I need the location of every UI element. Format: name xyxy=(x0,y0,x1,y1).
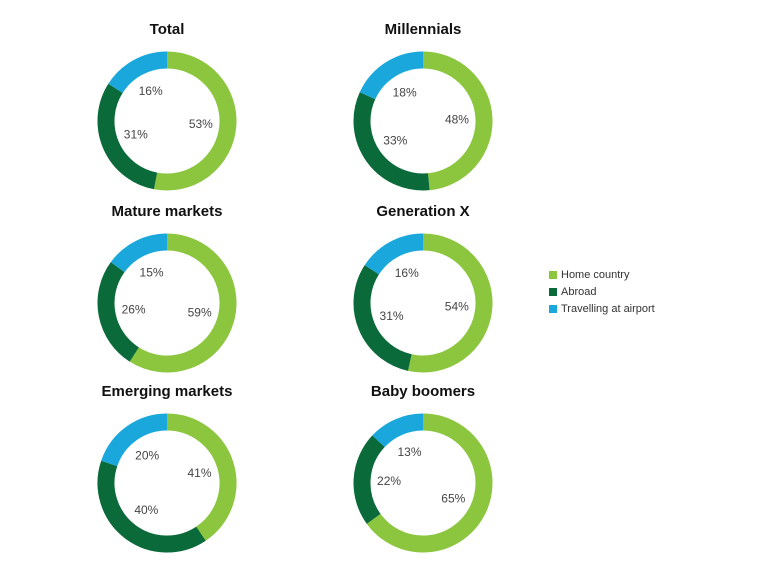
slice-label-travelling-at-airport: 16% xyxy=(139,84,163,98)
donut-svg: 54% 31% 16% xyxy=(353,233,493,373)
donut-svg: 41% 40% 20% xyxy=(97,413,237,553)
donut-slice-travelling-at-airport xyxy=(364,233,424,275)
chart-title: Generation X xyxy=(376,203,470,220)
donut-chart-generation-x: Generation X 54% 31% 16% xyxy=(333,202,513,382)
chart-title: Emerging markets xyxy=(101,383,233,400)
slice-label-travelling-at-airport: 18% xyxy=(393,85,417,99)
donut-slice-home-country xyxy=(408,233,493,373)
chart-legend: Home country Abroad Travelling at airpor… xyxy=(549,266,655,317)
donut-slice-abroad xyxy=(353,435,385,524)
donut-slice-home-country xyxy=(129,233,237,373)
legend-label: Travelling at airport xyxy=(561,302,655,315)
donut-slice-home-country xyxy=(366,413,493,553)
slice-label-home-country: 53% xyxy=(189,117,213,131)
slice-label-travelling-at-airport: 20% xyxy=(135,448,159,462)
legend-item-home-country: Home country xyxy=(549,266,655,283)
donut-svg: 48% 33% 18% xyxy=(353,51,493,191)
slice-label-home-country: 59% xyxy=(188,305,212,319)
slice-label-abroad: 31% xyxy=(380,309,404,323)
slice-label-abroad: 31% xyxy=(124,128,148,142)
chart-title: Millennials xyxy=(384,21,462,38)
slice-label-home-country: 41% xyxy=(188,466,212,480)
donut-slice-abroad xyxy=(97,262,140,362)
donut-slice-travelling-at-airport xyxy=(110,233,168,273)
chart-title: Total xyxy=(149,21,185,38)
donut-chart-total: Total 53% 31% 16% xyxy=(77,20,257,200)
legend-swatch-home-country xyxy=(549,270,557,279)
donut-slice-abroad xyxy=(353,265,412,371)
donut-chart-baby-boomers: Baby boomers 65% 22% 13% xyxy=(333,382,513,562)
donut-svg: 53% 31% 16% xyxy=(97,51,237,191)
legend-swatch-travelling-at-airport xyxy=(549,304,557,313)
donut-slice-abroad xyxy=(353,92,430,191)
donut-svg: 65% 22% 13% xyxy=(353,413,493,553)
slice-label-travelling-at-airport: 16% xyxy=(395,266,419,280)
donut-slice-home-country xyxy=(153,51,237,191)
slice-label-abroad: 26% xyxy=(122,302,146,316)
slice-label-home-country: 65% xyxy=(441,491,465,505)
legend-label: Home country xyxy=(561,268,630,281)
donut-slice-home-country xyxy=(422,51,493,191)
slice-label-abroad: 22% xyxy=(377,474,401,488)
legend-swatch-abroad xyxy=(549,287,557,296)
donut-slice-abroad xyxy=(97,460,206,553)
donut-svg: 59% 26% 15% xyxy=(97,233,237,373)
slice-label-home-country: 48% xyxy=(445,112,469,126)
chart-title: Baby boomers xyxy=(370,383,476,400)
slice-label-home-country: 54% xyxy=(445,300,469,314)
slice-label-abroad: 40% xyxy=(134,503,158,517)
donut-chart-emerging-markets: Emerging markets 41% 40% 20% xyxy=(77,382,257,562)
slice-label-travelling-at-airport: 13% xyxy=(397,445,421,459)
legend-item-travelling-at-airport: Travelling at airport xyxy=(549,300,655,317)
legend-label: Abroad xyxy=(561,285,597,298)
chart-title: Mature markets xyxy=(111,203,223,220)
donut-chart-mature-markets: Mature markets 59% 26% 15% xyxy=(77,202,257,382)
donut-chart-millennials: Millennials 48% 33% 18% xyxy=(333,20,513,200)
slice-label-travelling-at-airport: 15% xyxy=(140,266,164,280)
donut-slice-travelling-at-airport xyxy=(101,413,168,467)
donut-slice-travelling-at-airport xyxy=(372,413,424,448)
slice-label-abroad: 33% xyxy=(383,134,407,148)
donut-slice-abroad xyxy=(97,83,158,190)
donut-slice-travelling-at-airport xyxy=(359,51,424,100)
legend-item-abroad: Abroad xyxy=(549,283,655,300)
donut-slice-travelling-at-airport xyxy=(108,51,168,94)
donut-slice-home-country xyxy=(166,413,237,541)
